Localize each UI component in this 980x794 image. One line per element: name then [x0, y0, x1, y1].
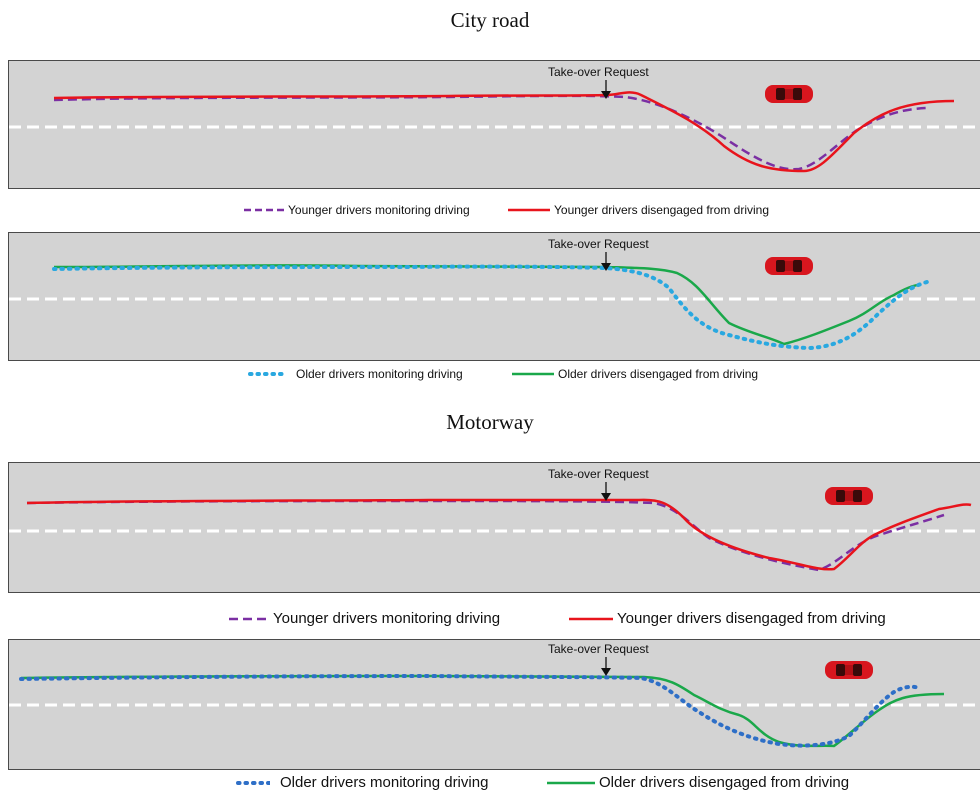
dashed-line-swatch — [244, 208, 284, 212]
legend-item-younger-monitoring: Younger drivers monitoring driving — [244, 203, 470, 217]
legend-motorway-younger: Younger drivers monitoring driving Young… — [0, 610, 980, 630]
legend-city-older: Older drivers monitoring driving Older d… — [0, 367, 980, 387]
younger-monitoring-trajectory — [53, 94, 928, 171]
car-icon — [765, 257, 813, 275]
take-over-request-label: Take-over Request — [548, 467, 649, 481]
legend-item-older-disengaged: Older drivers disengaged from driving — [547, 774, 849, 791]
legend-item-older-monitoring: Older drivers monitoring driving — [248, 367, 463, 381]
take-over-request-label: Take-over Request — [548, 642, 649, 656]
legend-label: Younger drivers monitoring driving — [288, 203, 470, 217]
dashed-line-swatch — [229, 617, 269, 620]
take-over-request-label: Take-over Request — [548, 237, 649, 251]
older-disengaged-trajectory — [20, 674, 945, 748]
legend-label: Older drivers disengaged from driving — [558, 367, 759, 381]
legend-city-younger: Younger drivers monitoring driving Young… — [0, 203, 980, 223]
arrow-down-icon — [601, 482, 611, 501]
legend-label: Older drivers monitoring driving — [280, 774, 489, 791]
older-monitoring-trajectory — [52, 264, 929, 351]
legend-label: Older drivers disengaged from driving — [599, 774, 850, 791]
solid-line-swatch — [512, 372, 554, 376]
legend-item-older-disengaged: Older drivers disengaged from driving — [512, 367, 758, 381]
legend-item-younger-disengaged: Younger drivers disengaged from driving — [508, 203, 769, 217]
trajectory-plot — [9, 91, 980, 173]
legend-item-younger-disengaged: Younger drivers disengaged from driving — [569, 610, 886, 627]
car-icon — [765, 85, 813, 103]
legend-label: Older drivers monitoring driving — [296, 367, 463, 381]
dotted-line-swatch — [236, 780, 270, 785]
younger-disengaged-trajectory — [26, 498, 972, 571]
older-monitoring-trajectory — [19, 673, 921, 748]
legend-motorway-older: Older drivers monitoring driving Older d… — [0, 774, 980, 794]
arrow-down-icon — [601, 657, 611, 676]
road-panel-city-younger: Take-over Request — [8, 60, 980, 189]
road-panel-motorway-younger: Take-over Request — [8, 462, 980, 593]
legend-item-older-monitoring: Older drivers monitoring driving — [236, 774, 488, 791]
road-panel-city-older: Take-over Request — [8, 232, 980, 361]
section-title-city-road: City road — [450, 8, 530, 32]
solid-line-swatch — [569, 617, 613, 620]
road-panel-motorway-older: Take-over Request — [8, 639, 980, 770]
trajectory-plot — [9, 264, 980, 351]
legend-item-younger-monitoring: Younger drivers monitoring driving — [229, 610, 500, 627]
arrow-down-icon — [601, 80, 611, 99]
car-icon — [825, 487, 873, 505]
section-title-motorway: Motorway — [446, 410, 534, 434]
legend-label: Younger drivers disengaged from driving — [554, 203, 770, 217]
younger-disengaged-trajectory — [53, 91, 955, 173]
trajectory-plot — [9, 498, 980, 572]
dotted-line-swatch — [248, 372, 286, 376]
solid-line-swatch — [508, 208, 550, 212]
legend-label: Younger drivers monitoring driving — [273, 610, 501, 627]
arrow-down-icon — [601, 252, 611, 271]
car-icon — [825, 661, 873, 679]
older-disengaged-trajectory — [53, 264, 920, 346]
younger-monitoring-trajectory — [26, 499, 945, 572]
trajectory-plot — [9, 673, 980, 748]
solid-line-swatch — [547, 781, 595, 784]
legend-label: Younger drivers disengaged from driving — [617, 610, 886, 627]
take-over-request-label: Take-over Request — [548, 65, 649, 79]
